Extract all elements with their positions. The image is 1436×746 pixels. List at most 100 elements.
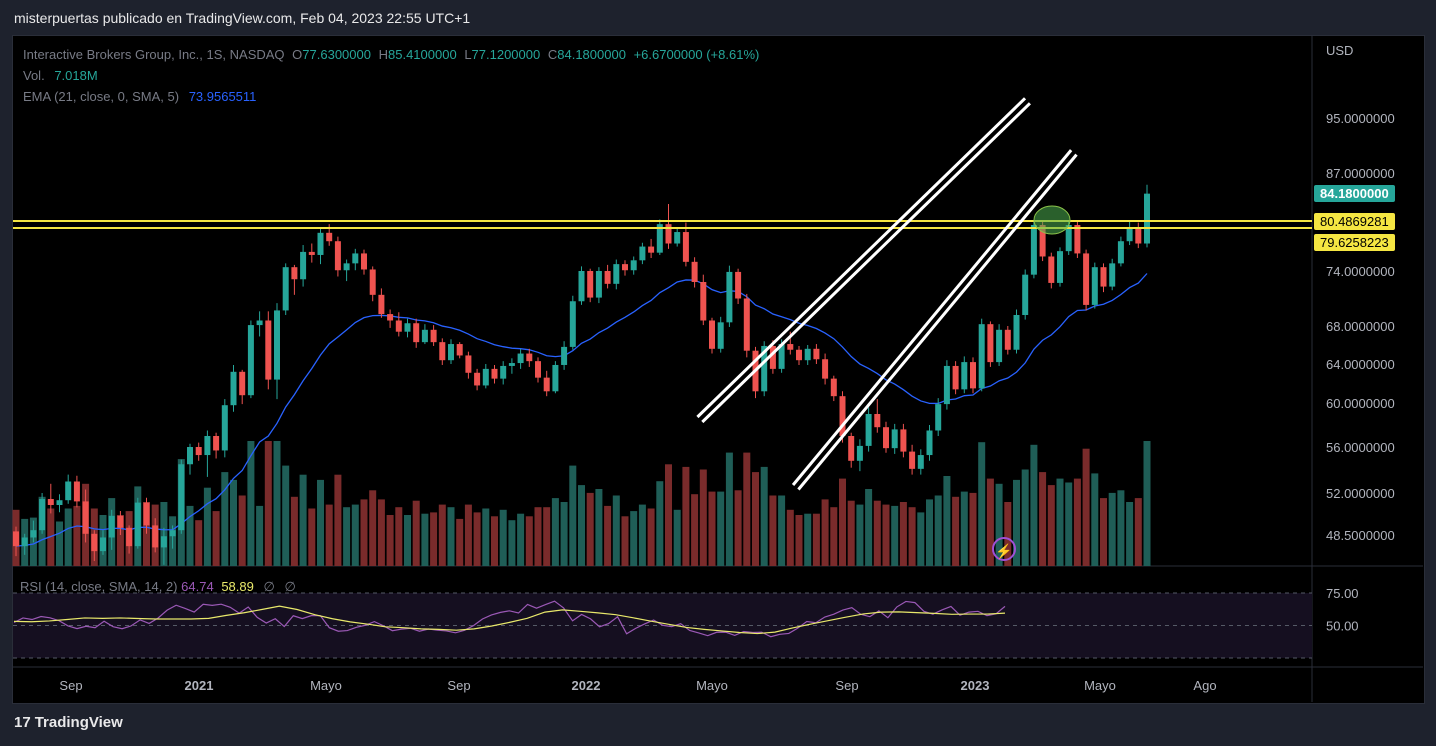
volume-bar	[873, 500, 881, 566]
candle-body	[726, 271, 733, 323]
open-label: O	[292, 47, 303, 62]
candle-body	[883, 427, 889, 449]
volume-bar	[317, 479, 324, 566]
volume-bar	[482, 508, 490, 566]
volume-bar	[299, 474, 307, 566]
candle-body	[587, 271, 594, 298]
candle-body	[91, 533, 98, 552]
volume-bar	[830, 507, 838, 566]
volume-bar	[952, 496, 960, 566]
lightning-icon[interactable]: ⚡	[992, 537, 1016, 561]
x-tick-label: Mayo	[310, 678, 342, 693]
candle-body	[717, 322, 724, 349]
candle-body	[996, 329, 1003, 363]
y-tick-label: 95.0000000	[1326, 111, 1395, 126]
candle-body	[30, 530, 37, 538]
volume-bar	[795, 515, 803, 566]
volume-bar	[699, 469, 707, 566]
volume-bar	[508, 520, 516, 566]
volume-bar	[926, 499, 933, 566]
candle-body	[796, 349, 802, 361]
candle-body	[856, 445, 863, 461]
y-tick-label: 60.0000000	[1326, 396, 1395, 411]
candle-body	[813, 348, 820, 360]
volume-bar	[282, 465, 290, 566]
candle-body	[291, 267, 298, 280]
change-value: +6.6700000 (+8.61%)	[633, 47, 760, 62]
candle-body	[639, 246, 646, 261]
candle-body	[448, 344, 454, 361]
candle-body	[1126, 227, 1133, 242]
volume-bar	[543, 507, 551, 566]
candle-body	[1135, 227, 1142, 244]
x-tick-label: 2023	[961, 678, 990, 693]
volume-bar	[56, 521, 63, 566]
breakout-highlight-ellipse	[1033, 205, 1071, 235]
volume-bar	[377, 499, 385, 566]
candle-body	[195, 447, 202, 456]
candle-body	[769, 345, 776, 369]
tradingview-logo[interactable]: 17 TradingView	[14, 714, 123, 731]
volume-bar	[73, 505, 81, 566]
volume-bar	[221, 472, 229, 566]
candle-body	[761, 345, 768, 392]
candle-body	[413, 323, 420, 343]
volume-bar	[673, 509, 681, 566]
volume-bar	[325, 504, 333, 566]
close-label: C	[547, 47, 558, 62]
candle-body	[552, 364, 559, 392]
volume-bar	[203, 487, 211, 566]
volume-bar	[186, 505, 194, 566]
rsi-tick-label: 75.00	[1326, 586, 1359, 601]
candle-body	[987, 324, 994, 363]
volume-bar	[595, 489, 603, 566]
candle-body	[82, 501, 89, 534]
candle-body	[535, 361, 541, 378]
volume-bar	[473, 512, 481, 566]
candle-body	[1065, 224, 1072, 252]
volume-bar	[612, 495, 620, 566]
candle-body	[917, 455, 924, 469]
volume-bar	[1073, 478, 1081, 566]
volume-bar	[438, 504, 446, 566]
candle-body	[421, 329, 428, 343]
y-tick-label: 74.0000000	[1326, 264, 1395, 279]
volume-bar	[534, 507, 542, 566]
candle-body	[891, 429, 898, 449]
volume-bar	[1056, 478, 1064, 566]
low-label: L	[464, 47, 472, 62]
volume-bar	[630, 511, 638, 566]
volume-bar	[665, 464, 672, 566]
volume-bar	[1082, 448, 1090, 566]
open-value: 77.6300000	[302, 47, 371, 62]
candle-body	[482, 368, 489, 386]
close-value: 84.1800000	[557, 47, 626, 62]
volume-bar	[1126, 502, 1134, 566]
y-tick-label: 52.0000000	[1326, 486, 1395, 501]
volume-value: 7.018M	[54, 68, 98, 83]
y-tick-label: 64.0000000	[1326, 357, 1395, 372]
volume-bar	[1065, 482, 1073, 566]
ema-label: EMA (21, close, 0, SMA, 5)	[23, 89, 180, 104]
candle-body	[65, 481, 72, 501]
candle-body	[404, 323, 411, 332]
candle-body	[500, 365, 507, 379]
candle-body	[1144, 193, 1150, 244]
volume-bar	[334, 474, 342, 566]
volume-label: Vol.	[23, 68, 45, 83]
candle-body	[613, 264, 620, 284]
candle-body	[874, 414, 881, 428]
candle-body	[1048, 256, 1055, 283]
candle-body	[465, 355, 472, 373]
candle-body	[787, 344, 794, 350]
candle-body	[169, 530, 176, 537]
volume-bar	[734, 490, 742, 566]
ohlc-legend: Interactive Brokers Group, Inc., 1S, NAS…	[23, 47, 759, 62]
volume-bar	[247, 441, 255, 566]
chart-header-title: misterpuertas publicado en TradingView.c…	[14, 10, 471, 26]
volume-bar	[691, 494, 699, 566]
volume-bar	[708, 491, 716, 566]
candle-body	[108, 515, 115, 538]
volume-bar	[569, 465, 577, 566]
